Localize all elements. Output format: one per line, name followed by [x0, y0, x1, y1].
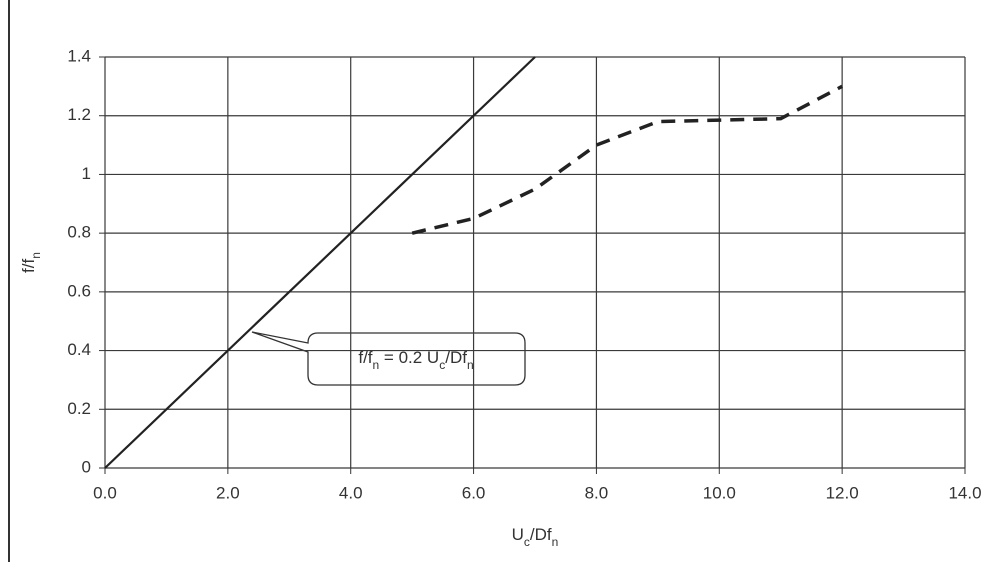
label-part: c — [524, 535, 530, 549]
x-tick-label: 2.0 — [216, 483, 240, 502]
label-part: f/f — [19, 258, 38, 272]
y-tick-label: 0.6 — [67, 281, 91, 300]
label-part: n — [552, 535, 559, 549]
y-tick-label: 0 — [82, 457, 91, 476]
label-part: n — [373, 358, 380, 372]
x-tick-label: 4.0 — [339, 483, 363, 502]
series-line — [104, 56, 536, 469]
label-part: n — [467, 358, 474, 372]
label-part: = 0.2 U — [379, 348, 439, 367]
y-tick-label: 0.8 — [67, 223, 91, 242]
x-tick-label: 8.0 — [585, 483, 609, 502]
x-tick-label: 14.0 — [948, 483, 981, 502]
x-tick-label: 0.0 — [93, 483, 117, 502]
label-part: /Df — [530, 525, 552, 544]
y-tick-label: 1 — [82, 164, 91, 183]
label-part: c — [439, 358, 445, 372]
x-tick-label: 12.0 — [826, 483, 859, 502]
y-tick-label: 1.4 — [67, 46, 91, 65]
y-tick-label: 1.2 — [67, 105, 91, 124]
y-axis-label: f/fn — [19, 252, 43, 273]
series-line — [411, 84, 843, 235]
x-tick-label: 10.0 — [703, 483, 736, 502]
callout-box — [251, 331, 526, 386]
x-axis-label: Uc/Dfn — [512, 525, 559, 549]
label-part: U — [512, 525, 524, 544]
label-part: f/f — [358, 348, 372, 367]
y-tick-label: 0.4 — [67, 340, 91, 359]
label-part: n — [29, 252, 43, 259]
label-part: /Df — [445, 348, 467, 367]
x-tick-label: 6.0 — [462, 483, 486, 502]
annotation: f/fn = 0.2 Uc/Dfn — [358, 348, 473, 372]
y-tick-label: 0.2 — [67, 399, 91, 418]
